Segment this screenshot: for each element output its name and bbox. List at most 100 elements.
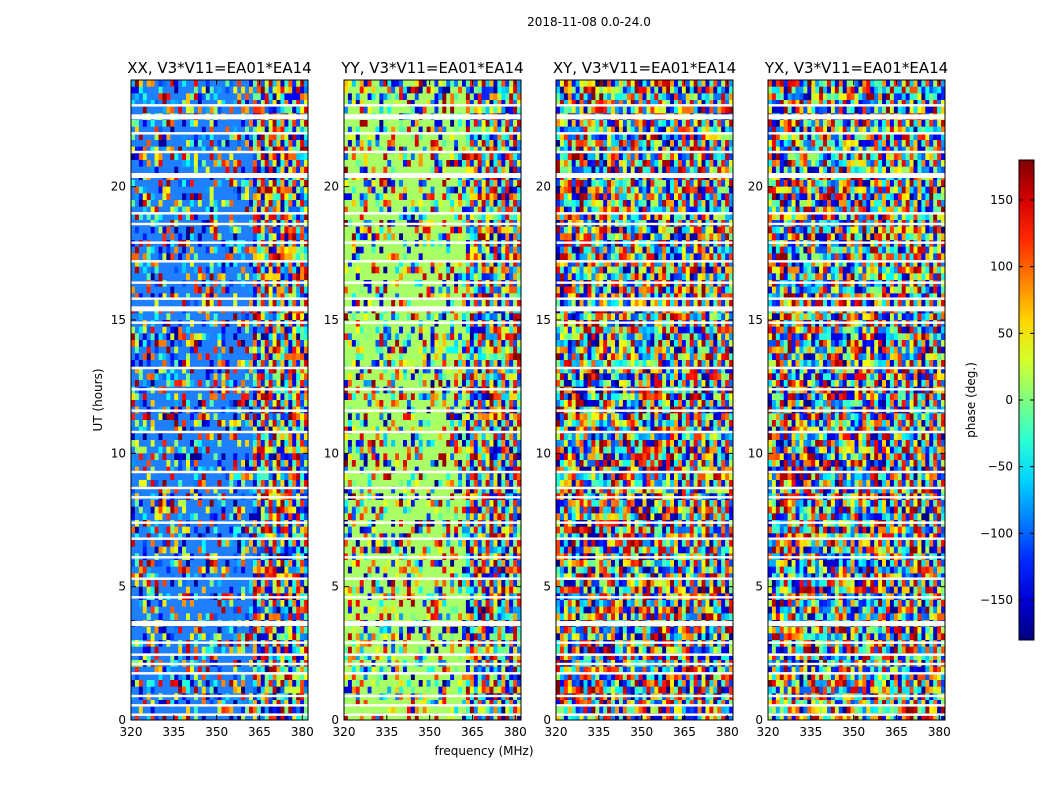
y-tick-label: 10 <box>324 446 339 460</box>
y-tick-label: 15 <box>536 313 551 327</box>
flagged-row <box>556 704 733 707</box>
flagged-row <box>768 537 945 540</box>
colorbar-tick-label: −50 <box>988 460 1013 474</box>
flagged-row <box>131 212 308 215</box>
y-axis-label: UT (hours) <box>91 368 105 431</box>
x-tick-label: 380 <box>928 725 951 739</box>
flagged-row <box>131 486 308 490</box>
flagged-row <box>131 260 308 263</box>
flagged-row <box>556 212 733 215</box>
flagged-row <box>344 321 521 324</box>
y-tick-label: 0 <box>543 713 551 727</box>
flagged-band <box>344 114 521 120</box>
flagged-row <box>768 212 945 215</box>
flagged-row <box>556 297 733 300</box>
flagged-row <box>768 713 945 716</box>
panels-group: XX, V3*V11=EA01*EA14 320 335 350 365 380 0 5 10 1… <box>111 59 951 739</box>
colorbar-label: phase (deg.) <box>964 362 978 438</box>
y-tick-label: 20 <box>536 180 551 194</box>
x-tick-label: 350 <box>418 725 441 739</box>
y-tick-label: 5 <box>543 580 551 594</box>
flagged-row <box>556 241 733 244</box>
flagged-row <box>556 641 733 644</box>
y-tick-label: 0 <box>331 713 339 727</box>
flagged-row <box>344 577 521 580</box>
panel-title-yy: YY, V3*V11=EA01*EA14 <box>340 59 523 77</box>
flagged-row <box>556 521 733 524</box>
x-tick-label: 350 <box>842 725 865 739</box>
phase-image-xy <box>556 80 734 721</box>
y-tick-label: 15 <box>111 313 126 327</box>
flagged-row <box>131 641 308 644</box>
flagged-row <box>556 556 733 559</box>
y-tick-label: 20 <box>748 180 763 194</box>
flagged-row <box>131 222 308 226</box>
panel-xx: XX, V3*V11=EA01*EA14 320 335 350 365 380 0 5 10 1… <box>111 59 314 739</box>
flagged-row <box>768 641 945 644</box>
y-tick-label: 5 <box>331 580 339 594</box>
x-tick-label: 320 <box>120 725 143 739</box>
y-tick-label: 20 <box>324 180 339 194</box>
flagged-row <box>768 150 945 154</box>
panel-title-xx: XX, V3*V11=EA01*EA14 <box>127 59 311 77</box>
flagged-row <box>556 222 733 226</box>
flagged-row <box>768 388 945 391</box>
flagged-row <box>556 486 733 490</box>
flagged-row <box>131 521 308 524</box>
flagged-row <box>344 641 521 644</box>
flagged-row <box>131 150 308 154</box>
flagged-row <box>768 409 945 412</box>
flagged-row <box>768 521 945 524</box>
y-tick-label: 10 <box>111 446 126 460</box>
flagged-row <box>344 212 521 215</box>
flagged-row <box>131 694 308 698</box>
flagged-band <box>131 306 308 312</box>
x-tick-label: 335 <box>375 725 398 739</box>
colorbar-tick-label: 100 <box>990 260 1013 274</box>
flagged-row <box>556 713 733 716</box>
colorbar-tick-label: 0 <box>1005 393 1013 407</box>
y-tick-label: 0 <box>755 713 763 727</box>
flagged-band <box>556 114 733 120</box>
flagged-row <box>556 321 733 324</box>
flagged-row <box>768 430 945 434</box>
flagged-row <box>131 537 308 540</box>
flagged-row <box>556 662 733 666</box>
x-tick-label: 350 <box>630 725 653 739</box>
flagged-row <box>344 260 521 263</box>
flagged-row <box>768 486 945 490</box>
flagged-row <box>344 281 521 284</box>
flagged-row <box>768 104 945 107</box>
flagged-row <box>556 409 733 412</box>
flagged-row <box>768 694 945 698</box>
flagged-row <box>131 430 308 434</box>
flagged-band <box>344 173 521 178</box>
y-tick-label: 0 <box>118 713 126 727</box>
y-tick-label: 15 <box>324 313 339 327</box>
flagged-row <box>768 556 945 559</box>
flagged-row <box>556 104 733 107</box>
flagged-row <box>344 713 521 716</box>
flagged-row <box>344 241 521 244</box>
y-tick-label: 10 <box>748 446 763 460</box>
flagged-row <box>768 470 945 474</box>
x-tick-label: 320 <box>545 725 568 739</box>
flagged-row <box>344 297 521 300</box>
x-tick-label: 380 <box>716 725 739 739</box>
flagged-row <box>131 388 308 391</box>
flagged-row <box>131 672 308 675</box>
flagged-row <box>131 704 308 707</box>
colorbar: −150 −100 −50 0 50 100 150 <box>980 159 1035 641</box>
y-tick-label: 20 <box>111 180 126 194</box>
flagged-row <box>768 653 945 656</box>
flagged-row <box>556 430 733 434</box>
flagged-row <box>131 496 308 499</box>
flagged-row <box>344 104 521 107</box>
flagged-row <box>131 297 308 300</box>
y-tick-label: 10 <box>536 446 551 460</box>
flagged-row <box>131 556 308 559</box>
flagged-row <box>131 409 308 412</box>
flagged-row <box>768 132 945 135</box>
flagged-row <box>556 537 733 540</box>
